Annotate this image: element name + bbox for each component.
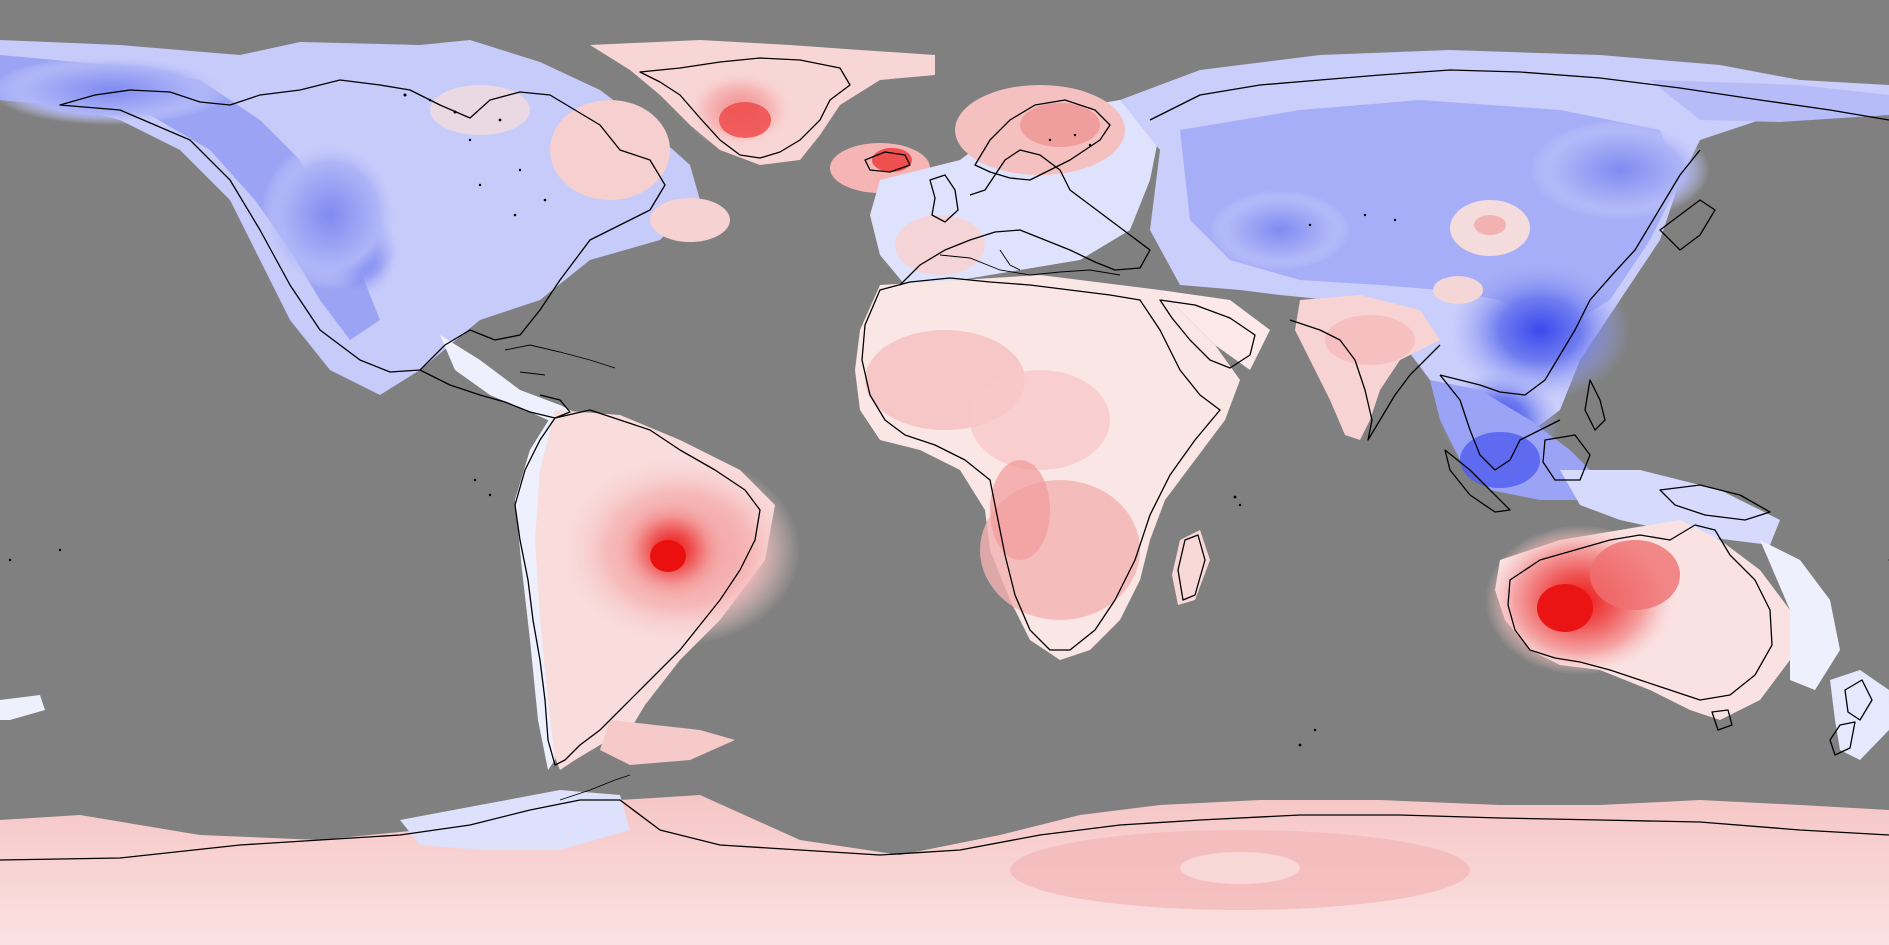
coastline-greenland [639, 57, 851, 159]
coastline-caribbean [504, 344, 616, 376]
coastline-antarctica [0, 799, 1889, 861]
coastline-asia [1149, 69, 1889, 396]
coastline-scandinavia [974, 99, 1111, 181]
region-europe [870, 85, 1160, 285]
coastline-india [1289, 319, 1441, 441]
coastline-africa [861, 277, 1221, 651]
coastline-philippines [1584, 379, 1606, 431]
region-africa [855, 275, 1270, 660]
coastline-arabia [1159, 299, 1256, 369]
coastline-madagascar [1177, 534, 1206, 601]
coastline-sumatra [1444, 449, 1511, 513]
coastline-uk [929, 174, 959, 223]
region-greenland [590, 40, 935, 165]
coastline-iceland [864, 151, 911, 173]
region-north-america [0, 40, 730, 435]
region-australia [1485, 520, 1889, 760]
coastline-japan [1659, 199, 1716, 251]
coastline-australia [1507, 524, 1773, 701]
coastline-new-zealand [1829, 679, 1873, 756]
region-india [1295, 295, 1440, 440]
region-south-america [515, 410, 800, 770]
region-southeast-asia [1430, 380, 1780, 545]
coastline-europe [899, 149, 1151, 286]
coastline-islands [8, 93, 1889, 747]
coastline-indochina [1439, 374, 1561, 471]
coastlines [0, 57, 1889, 861]
coastline-new-guinea [1659, 484, 1771, 521]
coastline-borneo [1542, 434, 1591, 481]
coastline-mediterranean [939, 249, 1121, 276]
coastline-central-america [419, 369, 571, 419]
region-antarctica [0, 695, 1889, 945]
coastline-north-america [59, 79, 666, 373]
coastline-tasmania [1711, 709, 1733, 731]
coastline-south-america [514, 409, 761, 766]
coastline-antarctic-peninsula [559, 774, 631, 801]
